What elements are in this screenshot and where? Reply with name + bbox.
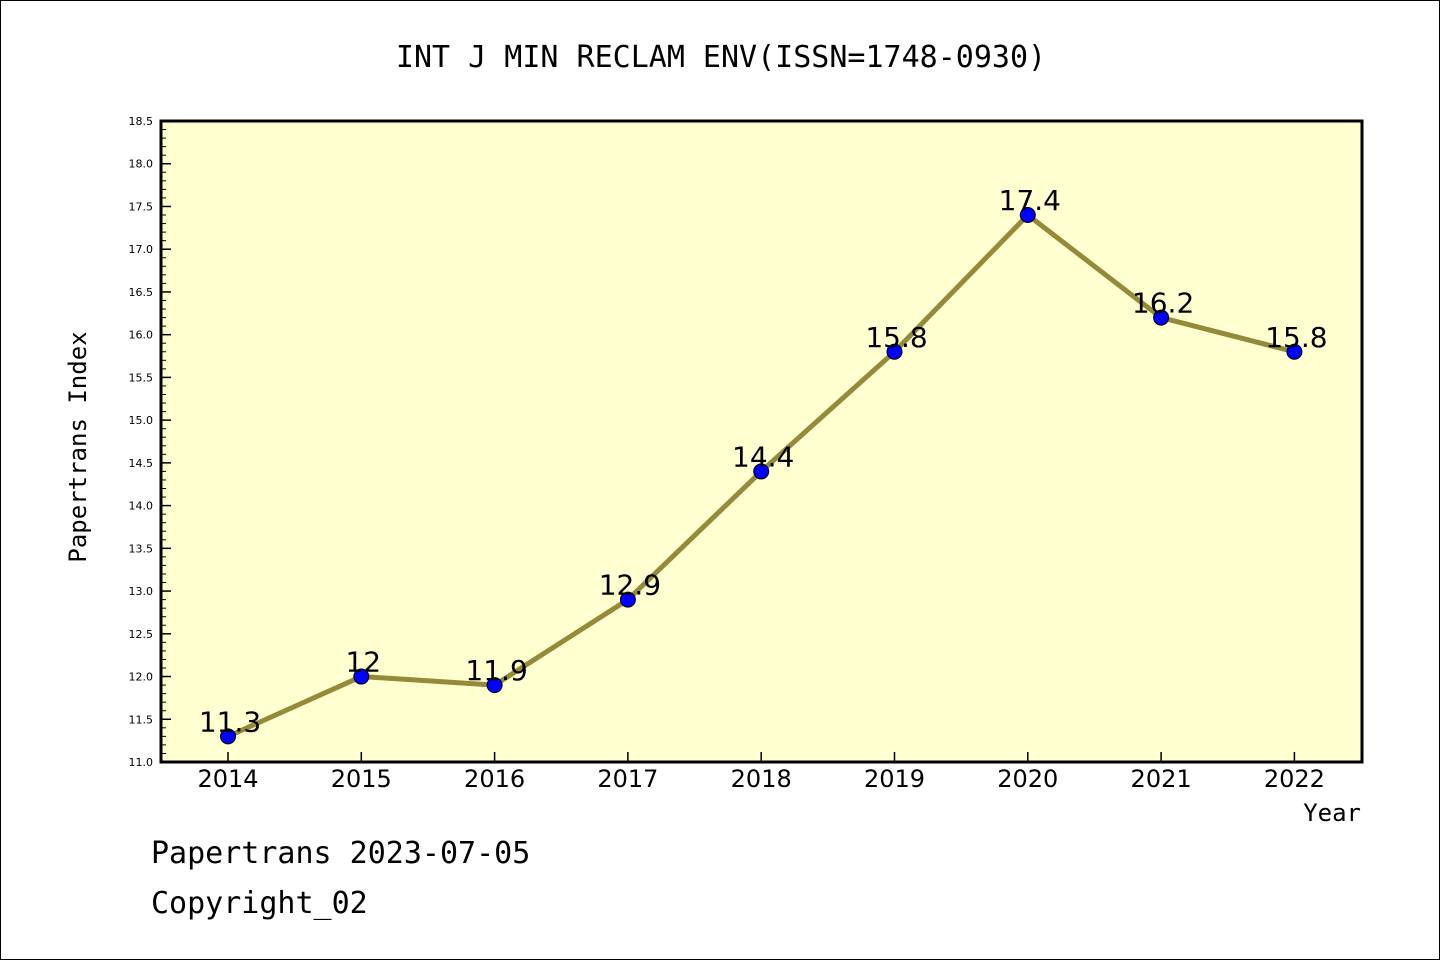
- x-tick-label: 2018: [731, 765, 792, 793]
- data-point: [619, 591, 636, 608]
- data-label: 11.3: [199, 705, 261, 738]
- y-tick-label: 14.5: [129, 457, 154, 470]
- data-label: 15.8: [1265, 321, 1327, 354]
- data-label: 17.4: [999, 184, 1061, 217]
- y-tick-label: 16.5: [129, 286, 154, 299]
- data-point: [220, 728, 236, 745]
- data-point: [353, 668, 370, 685]
- plot-area: [159, 119, 1364, 764]
- x-axis-label: Year: [1303, 799, 1361, 827]
- data-point: [886, 343, 903, 360]
- y-tick-label: 16.0: [129, 329, 154, 342]
- x-tick-label: 2019: [864, 765, 925, 793]
- y-tick-label: 12.5: [129, 628, 154, 641]
- x-tick-label: 2022: [1264, 765, 1325, 793]
- data-point: [753, 463, 770, 480]
- y-tick-label: 18.0: [129, 158, 154, 171]
- y-axis-label: Papertrans Index: [64, 331, 92, 562]
- y-tick-label: 17.0: [129, 243, 154, 256]
- x-tick-label: 2014: [197, 765, 258, 793]
- x-tick-label: 2017: [597, 765, 658, 793]
- series-papertrans-index: 11.3 12 11.9 12.9 14.4 15.8 17.4 16.2 15.8: [199, 184, 1328, 745]
- y-tick-label: 11.0: [129, 756, 154, 769]
- y-tick-label: 17.5: [129, 200, 154, 213]
- y-tick-label: 11.5: [129, 713, 154, 726]
- x-tick-label: 2021: [1131, 765, 1192, 793]
- x-tick-label: 2015: [331, 765, 392, 793]
- data-label: 11.9: [465, 654, 527, 687]
- y-tick-label: 18.5: [129, 115, 154, 128]
- y-tick-label: 13.5: [129, 542, 154, 555]
- y-tick-label: 15.5: [129, 371, 154, 384]
- data-label: 12: [345, 646, 381, 679]
- data-point: [1019, 207, 1036, 224]
- x-axis: 2014 2015 2016 2017 2018 2019 2020 2021 2022: [197, 752, 1325, 793]
- x-tick-label: 2016: [464, 765, 525, 793]
- y-axis: 11.0 11.5 12.0 12.5 13.0 13.5 14.0 14.5 15.0 15.5…: [129, 115, 171, 769]
- data-label: 12.9: [599, 569, 661, 602]
- data-point: [1286, 343, 1303, 360]
- data-point: [486, 677, 503, 694]
- data-label: 16.2: [1132, 287, 1194, 320]
- footer-copyright: Copyright_02: [151, 886, 368, 921]
- data-point: [1153, 309, 1170, 326]
- footer-source: Papertrans 2023-07-05: [151, 836, 531, 871]
- data-label: 14.4: [732, 440, 794, 473]
- y-tick-label: 13.0: [129, 585, 154, 598]
- y-tick-label: 15.0: [129, 414, 154, 427]
- y-tick-label: 14.0: [129, 500, 154, 513]
- y-tick-label: 12.0: [129, 671, 154, 684]
- x-tick-label: 2020: [997, 765, 1058, 793]
- data-label: 15.8: [865, 321, 927, 354]
- chart-title: INT J MIN RECLAM ENV(ISSN=1748-0930): [396, 40, 1046, 75]
